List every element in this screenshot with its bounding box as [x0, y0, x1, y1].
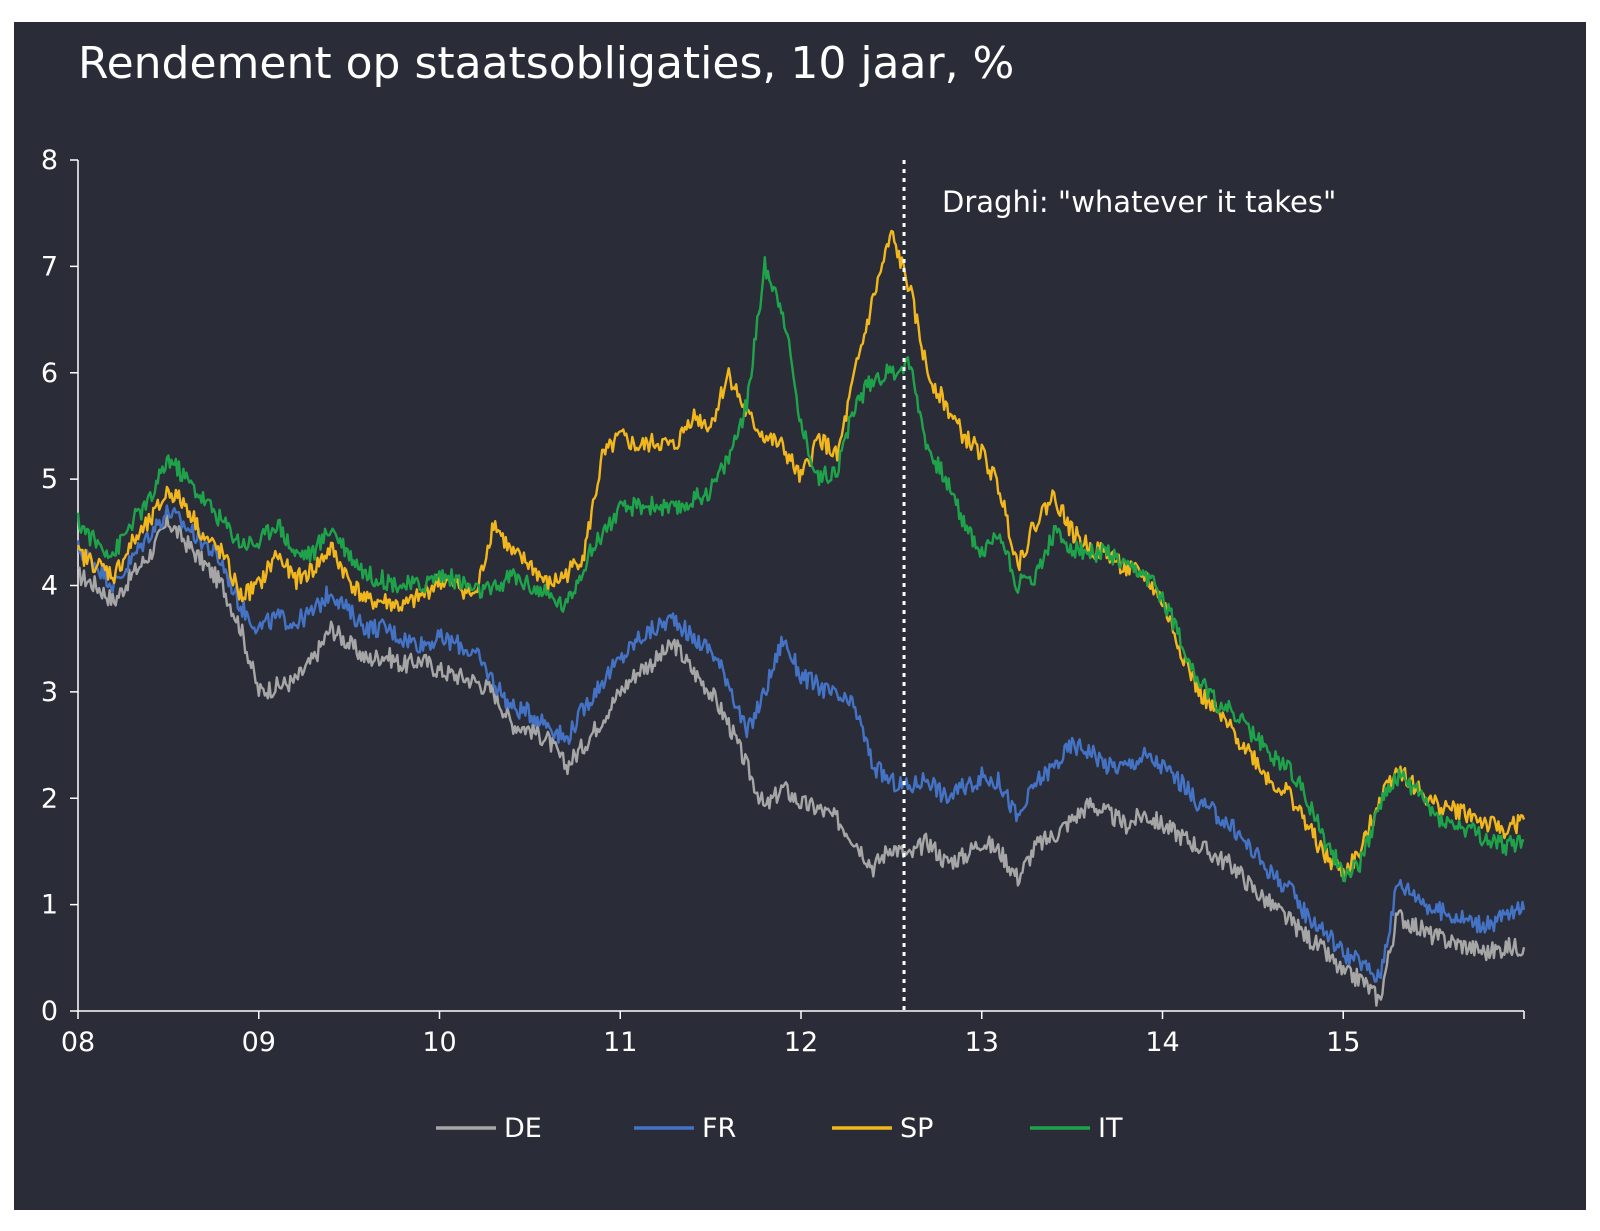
legend-label-fr: FR [702, 1113, 736, 1144]
y-tick-label: 6 [41, 358, 58, 389]
legend-label-de: DE [504, 1113, 542, 1144]
y-tick-label: 4 [41, 571, 58, 602]
y-tick-label: 8 [41, 145, 58, 176]
draghi-annotation: Draghi: "whatever it takes" [942, 185, 1336, 219]
y-tick-label: 1 [41, 890, 58, 921]
legend-label-sp: SP [900, 1113, 933, 1144]
y-tick-label: 3 [41, 677, 58, 708]
series-lines [76, 229, 1526, 1007]
legend-label-it: IT [1098, 1113, 1123, 1144]
chart-title: Rendement op staatsobligaties, 10 jaar, … [78, 38, 1014, 89]
chart-panel: Rendement op staatsobligaties, 10 jaar, … [14, 22, 1586, 1210]
y-tick-label: 2 [41, 783, 58, 814]
series-line-it [76, 255, 1525, 883]
legend: DE FR SP IT [436, 1113, 1123, 1144]
y-tick-label: 0 [41, 996, 58, 1027]
annotation: Draghi: "whatever it takes" [902, 160, 1336, 1011]
x-tick-label: 11 [603, 1027, 637, 1058]
x-tick-label: 12 [784, 1027, 818, 1058]
y-tick-label: 5 [41, 464, 58, 495]
x-tick-label: 10 [422, 1027, 456, 1058]
chart-svg: Rendement op staatsobligaties, 10 jaar, … [41, 38, 1526, 1144]
x-tick-label: 14 [1145, 1027, 1179, 1058]
series-line-sp [76, 229, 1526, 879]
series-line-de [77, 514, 1526, 1007]
x-tick-label: 08 [61, 1027, 95, 1058]
x-tick-label: 09 [242, 1027, 276, 1058]
series-line-fr [76, 504, 1526, 983]
x-tick-label: 13 [965, 1027, 999, 1058]
y-tick-label: 7 [41, 251, 58, 282]
x-tick-label: 15 [1326, 1027, 1360, 1058]
